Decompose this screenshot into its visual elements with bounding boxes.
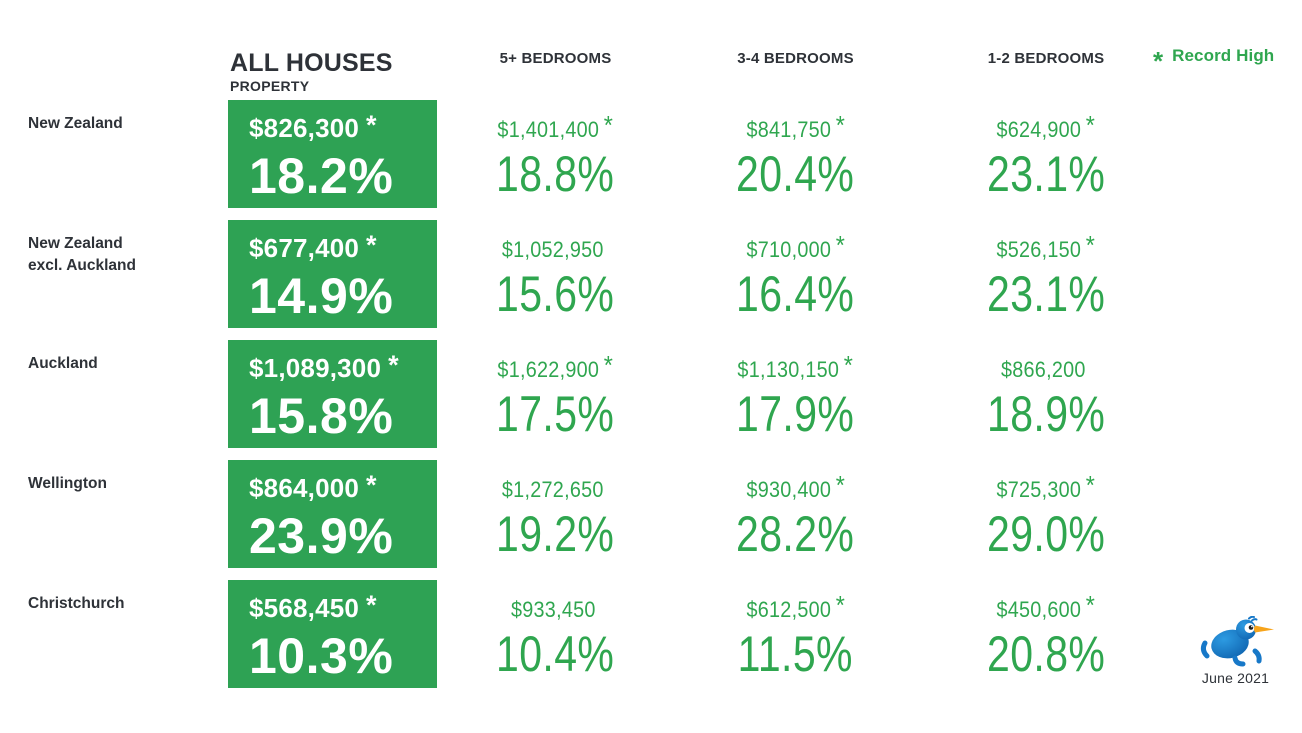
record-high-asterisk: * bbox=[366, 590, 377, 620]
record-high-asterisk: * bbox=[1086, 590, 1096, 620]
median-price: $1,052,950 bbox=[502, 237, 605, 262]
bedrooms-3-4-cell: $1,130,150 * 17.9% bbox=[674, 340, 917, 460]
column-header-3-4-bedrooms: 3-4 BEDROOMS bbox=[737, 50, 854, 67]
bedrooms-3-4-cell: $612,500 * 11.5% bbox=[674, 580, 917, 700]
record-high-asterisk: * bbox=[835, 470, 845, 500]
region-label: New Zealand excl. Auckland bbox=[28, 235, 136, 274]
annual-change: 28.2% bbox=[736, 506, 855, 562]
median-price: $1,089,300 bbox=[249, 353, 382, 383]
price-table: ALL HOUSES PROPERTY 5+ BEDROOMS 3-4 BEDR… bbox=[0, 0, 1175, 700]
median-price: $1,272,650 bbox=[502, 477, 605, 502]
record-high-asterisk: * bbox=[604, 350, 614, 380]
annual-change: 23.1% bbox=[986, 146, 1106, 202]
bedrooms-3-4-cell: $841,750 * 20.4% bbox=[674, 100, 917, 220]
bedrooms-1-2-cell: $526,150 * 23.1% bbox=[917, 220, 1175, 340]
annual-change: 16.4% bbox=[736, 266, 855, 322]
annual-change: 17.5% bbox=[496, 386, 615, 442]
median-price: $568,450 bbox=[249, 593, 360, 623]
record-high-asterisk: * bbox=[1086, 470, 1096, 500]
annual-change: 15.8% bbox=[249, 388, 394, 444]
annual-change: 20.4% bbox=[736, 146, 855, 202]
annual-change: 11.5% bbox=[737, 626, 854, 682]
median-price: $866,200 bbox=[1001, 357, 1087, 382]
region-label: Wellington bbox=[28, 475, 107, 492]
column-header-5plus-bedrooms: 5+ BEDROOMS bbox=[499, 50, 612, 67]
annual-change: 23.1% bbox=[986, 266, 1106, 322]
record-high-asterisk: * bbox=[388, 350, 399, 380]
median-price: $450,600 bbox=[996, 597, 1082, 622]
report-date: June 2021 bbox=[1201, 670, 1270, 686]
median-price: $1,130,150 bbox=[737, 357, 840, 382]
median-price: $864,000 bbox=[249, 473, 360, 503]
median-price: $710,000 bbox=[746, 237, 832, 262]
region-label: Auckland bbox=[28, 355, 98, 372]
median-price: $612,500 bbox=[746, 597, 832, 622]
annual-change: 10.4% bbox=[496, 626, 615, 682]
record-high-legend: * Record High bbox=[1153, 46, 1275, 76]
bedrooms-5plus-cell: $1,052,950 15.6% bbox=[437, 220, 674, 340]
record-high-label: Record High bbox=[1172, 46, 1275, 65]
bedrooms-1-2-cell: $624,900 * 23.1% bbox=[917, 100, 1175, 220]
median-price: $1,622,900 bbox=[497, 357, 600, 382]
median-price: $526,150 bbox=[996, 237, 1082, 262]
region-label: Christchurch bbox=[28, 595, 125, 612]
annual-change: 23.9% bbox=[249, 508, 394, 564]
median-price: $841,750 bbox=[746, 117, 832, 142]
bedrooms-1-2-cell: $866,200 18.9% bbox=[917, 340, 1175, 460]
annual-change: 10.3% bbox=[249, 628, 394, 684]
annual-change: 14.9% bbox=[249, 268, 394, 324]
region-label: New Zealand bbox=[28, 115, 123, 132]
bedrooms-1-2-cell: $450,600 * 20.8% bbox=[917, 580, 1175, 700]
annual-change: 17.9% bbox=[736, 386, 855, 442]
record-high-asterisk: * bbox=[366, 110, 377, 140]
annual-change: 20.8% bbox=[986, 626, 1106, 682]
brand-block: June 2021 bbox=[1178, 616, 1293, 686]
annual-change: 19.2% bbox=[496, 506, 615, 562]
annual-change: 18.2% bbox=[249, 148, 394, 204]
record-high-asterisk: * bbox=[366, 230, 377, 260]
record-high-asterisk: * bbox=[366, 470, 377, 500]
bedrooms-5plus-cell: $1,272,650 19.2% bbox=[437, 460, 674, 580]
bedrooms-5plus-cell: $1,401,400 * 18.8% bbox=[437, 100, 674, 220]
property-subtitle: PROPERTY bbox=[230, 78, 310, 94]
column-header-1-2-bedrooms: 1-2 BEDROOMS bbox=[987, 50, 1105, 67]
median-price: $677,400 bbox=[249, 233, 360, 263]
all-houses-cell: $864,000 * 23.9% bbox=[228, 460, 437, 568]
median-price: $624,900 bbox=[996, 117, 1082, 142]
all-houses-cell: $568,450 * 10.3% bbox=[228, 580, 437, 688]
all-houses-title: ALL HOUSES bbox=[230, 48, 393, 77]
annual-change: 29.0% bbox=[986, 506, 1106, 562]
all-houses-cell: $677,400 * 14.9% bbox=[228, 220, 437, 328]
record-high-asterisk: * bbox=[844, 350, 854, 380]
bedrooms-3-4-cell: $710,000 * 16.4% bbox=[674, 220, 917, 340]
median-price: $1,401,400 bbox=[497, 117, 600, 142]
median-price: $930,400 bbox=[746, 477, 832, 502]
all-houses-cell: $826,300 * 18.2% bbox=[228, 100, 437, 208]
bedrooms-3-4-cell: $930,400 * 28.2% bbox=[674, 460, 917, 580]
bedrooms-5plus-cell: $933,450 10.4% bbox=[437, 580, 674, 700]
header-spacer bbox=[0, 0, 228, 100]
kiwi-bird-logo-icon bbox=[1200, 616, 1274, 667]
annual-change: 15.6% bbox=[496, 266, 615, 322]
all-houses-cell: $1,089,300 * 15.8% bbox=[228, 340, 437, 448]
record-high-asterisk: * bbox=[604, 110, 614, 140]
record-high-asterisk: * bbox=[835, 230, 845, 260]
record-high-asterisk: * bbox=[1086, 110, 1096, 140]
column-header-all-houses: ALL HOUSES PROPERTY bbox=[228, 48, 437, 100]
record-high-asterisk: * bbox=[835, 110, 845, 140]
bedrooms-5plus-cell: $1,622,900 * 17.5% bbox=[437, 340, 674, 460]
bedrooms-1-2-cell: $725,300 * 29.0% bbox=[917, 460, 1175, 580]
annual-change: 18.8% bbox=[496, 146, 615, 202]
median-price: $725,300 bbox=[996, 477, 1082, 502]
record-high-asterisk: * bbox=[1086, 230, 1096, 260]
annual-change: 18.9% bbox=[986, 386, 1106, 442]
median-price: $826,300 bbox=[249, 113, 360, 143]
record-high-asterisk: * bbox=[835, 590, 845, 620]
median-price: $933,450 bbox=[510, 597, 596, 622]
